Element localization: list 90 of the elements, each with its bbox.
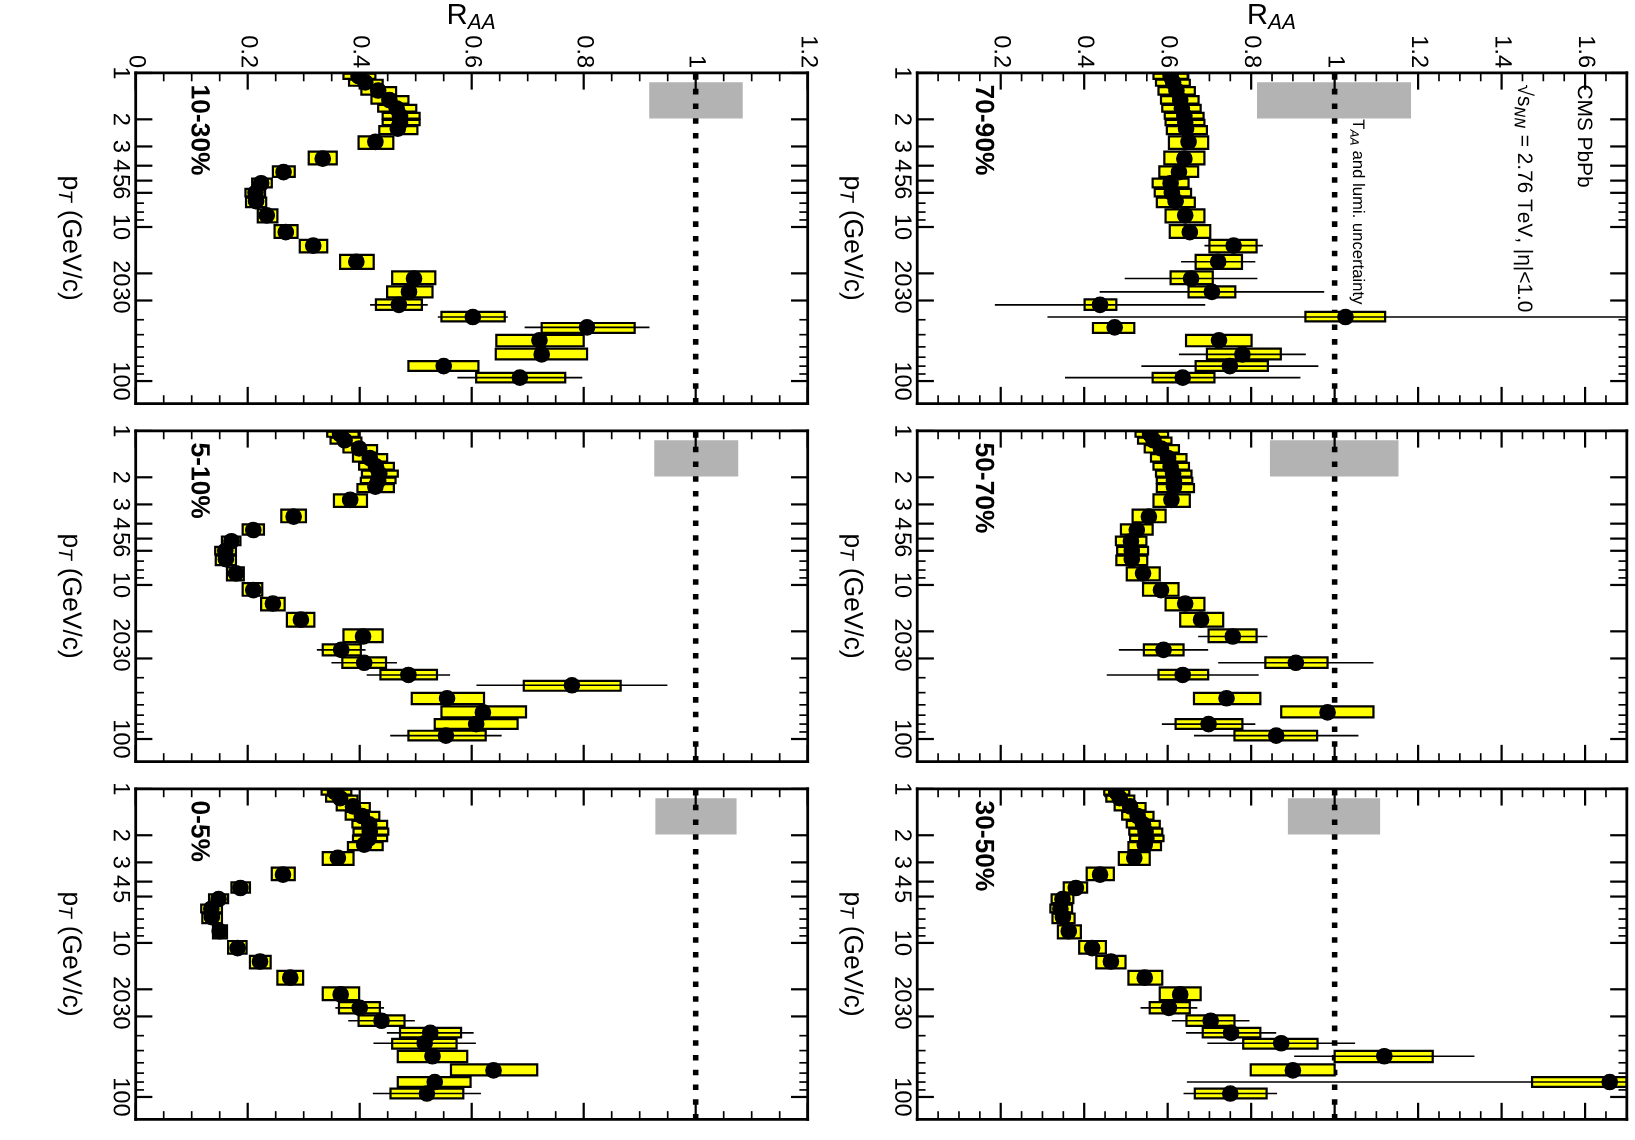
y-tick-label: 3: [113, 498, 131, 510]
y-tick-label: 10: [113, 931, 131, 956]
y-tick-label: 100: [895, 721, 912, 758]
y-axis-title: p$_{T}$ (GeV/c): [839, 893, 864, 1016]
y-tick-label: 100: [113, 1079, 131, 1116]
y-tick-label: 1: [113, 784, 130, 795]
x-tick-label: 0.2: [241, 36, 259, 67]
y-axis-title: p$_{T}$ (GeV/c): [57, 177, 83, 300]
x-tick-label: 0.4: [353, 36, 371, 68]
y-tick-label: 20: [113, 977, 131, 1002]
y-axis-title: p$_{T}$ (GeV/c): [839, 535, 864, 658]
y-tick-label: 1: [895, 68, 912, 79]
y-tick-label: 1: [113, 426, 130, 437]
y-tick-label: 4: [113, 159, 130, 172]
y-tick-label: 100: [113, 721, 131, 758]
annotation: 0-5%: [191, 801, 211, 862]
y-tick-label: 5: [895, 532, 912, 545]
y-tick-label: 100: [113, 363, 131, 400]
y-tick-label: 30: [113, 646, 131, 671]
y-tick-label: 30: [113, 1004, 131, 1029]
y-tick-label: 30: [113, 288, 131, 313]
y-tick-label: 20: [113, 619, 131, 644]
y-tick-label: 5: [895, 890, 912, 903]
x-tick-label: 0.6: [1161, 36, 1179, 68]
x-tick-label: 1.6: [1578, 37, 1596, 68]
y-tick-label: 10: [113, 215, 131, 240]
annotation: CMS PbPb: [1577, 85, 1594, 187]
y-axis-title: p$_{T}$ (GeV/c): [57, 893, 83, 1016]
y-tick-label: 5: [113, 890, 130, 903]
y-tick-label: 3: [895, 498, 912, 510]
annotation: 50-70%: [975, 443, 995, 533]
x-tick-label: 0.6: [465, 36, 483, 68]
y-tick-label: 2: [113, 829, 131, 841]
y-tick-label: 10: [895, 931, 912, 956]
y-tick-label: 20: [895, 977, 912, 1002]
y-tick-label: 1: [895, 784, 912, 795]
y-tick-label: 20: [895, 619, 912, 644]
y-tick-label: 100: [895, 1079, 912, 1116]
annotation: 30-50%: [975, 801, 995, 891]
y-tick-label: 6: [895, 187, 912, 199]
y-tick-label: 5: [113, 175, 130, 187]
y-tick-label: 2: [895, 471, 912, 483]
y-tick-label: 30: [895, 288, 912, 313]
y-tick-label: 5: [895, 175, 912, 187]
y-tick-label: 3: [113, 140, 131, 152]
y-axis-title: p$_{T}$ (GeV/c): [57, 535, 83, 658]
y-tick-label: 4: [113, 875, 130, 888]
y-tick-label: 4: [895, 517, 912, 530]
y-tick-label: 4: [895, 159, 912, 172]
y-tick-label: 2: [113, 471, 131, 483]
y-axis-title: p$_{T}$ (GeV/c): [839, 177, 864, 300]
y-tick-label: 20: [113, 261, 131, 286]
x-tick-label: 1.2: [1412, 37, 1429, 67]
x-tick-label: 1: [1328, 56, 1345, 67]
band-label: T$_{AA}$ and lumi. uncertainty: [1349, 119, 1366, 305]
y-tick-label: 10: [113, 573, 131, 598]
y-tick-label: 30: [895, 646, 912, 671]
y-tick-label: 100: [895, 363, 912, 400]
x-tick-label: 0.2: [994, 36, 1012, 67]
y-tick-label: 3: [113, 856, 131, 868]
x-axis-title: R$_{AA}$: [449, 4, 495, 29]
y-tick-label: 6: [113, 187, 131, 199]
y-tick-label: 2: [113, 113, 131, 125]
annotation: 10-30%: [191, 86, 211, 175]
x-axis-title: R$_{AA}$: [1249, 4, 1295, 29]
y-tick-label: 5: [113, 532, 130, 545]
annotation: √s$_{NN}$ = 2.76 TeV, |η|<1.0: [1513, 85, 1535, 312]
x-tick-label: 0.8: [577, 36, 595, 68]
y-tick-label: 4: [895, 875, 912, 888]
y-tick-label: 10: [895, 215, 912, 240]
y-tick-label: 20: [895, 261, 912, 286]
x-tick-label: 0.4: [1077, 36, 1095, 68]
y-tick-label: 1: [895, 426, 912, 437]
y-tick-label: 30: [895, 1004, 912, 1029]
x-tick-label: 1.2: [801, 37, 819, 67]
y-tick-label: 1: [113, 68, 130, 79]
y-tick-label: 4: [113, 517, 130, 530]
y-tick-label: 2: [895, 829, 912, 841]
y-tick-label: 3: [895, 856, 912, 868]
annotation: 70-90%: [975, 85, 995, 175]
y-tick-label: 10: [895, 573, 912, 598]
y-tick-label: 2: [895, 113, 912, 125]
y-tick-label: 6: [895, 545, 912, 557]
y-tick-label: 6: [113, 545, 131, 557]
y-tick-label: 3: [895, 140, 912, 152]
annotation: 5-10%: [191, 443, 211, 519]
x-tick-label: 0.8: [1244, 36, 1262, 68]
x-tick-label: 1.4: [1495, 37, 1512, 68]
x-tick-label: 0: [129, 55, 147, 68]
x-tick-label: 1: [689, 56, 706, 67]
